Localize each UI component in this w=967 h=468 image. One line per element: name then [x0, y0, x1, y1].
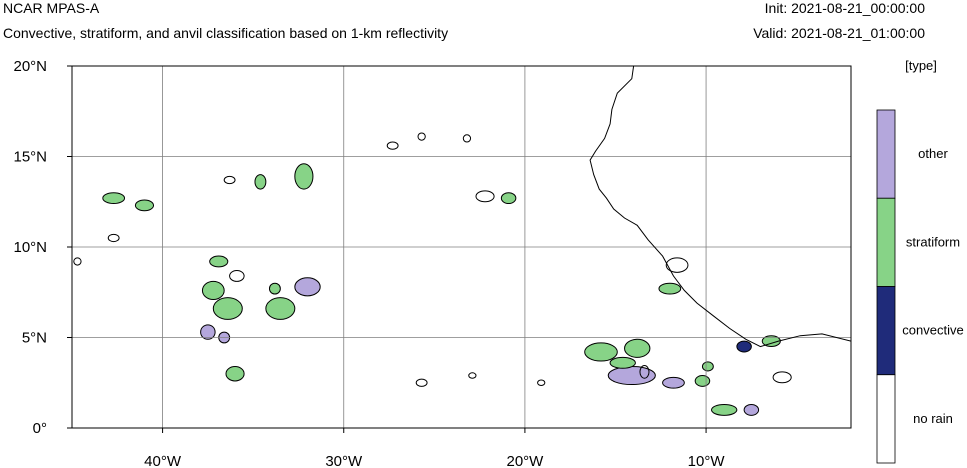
precip-cell-none [475, 190, 495, 203]
colorbar-swatch [876, 286, 896, 376]
plot-title: NCAR MPAS-A [3, 0, 100, 16]
graticule [72, 66, 851, 428]
precip-cell-none [462, 134, 472, 143]
precip-cell-stratiform [102, 192, 126, 205]
precip-cell-none [537, 379, 546, 386]
precip-cell-other [294, 277, 321, 297]
precip-cell-stratiform [134, 199, 155, 212]
precip-cell-stratiform [584, 342, 618, 362]
y-axis: 20°N 15°N 10°N 5°N 0° [13, 58, 72, 437]
coastline [589, 66, 851, 348]
x-tick-label: 10°W [688, 453, 726, 468]
precip-cell-stratiform [265, 297, 296, 320]
colorbar-swatch [876, 197, 896, 287]
colorbar-label: convective [902, 323, 963, 338]
plot-subtitle: Convective, stratiform, and anvil classi… [3, 25, 449, 41]
x-tick-label: 20°W [506, 453, 544, 468]
precip-cell-other [662, 376, 685, 389]
init-time: Init: 2021-08-21_00:00:00 [764, 0, 925, 16]
precip-cell-stratiform [225, 365, 245, 382]
colorbar: [type] other stratiform convective no rain [876, 58, 964, 464]
precip-cell-none [223, 175, 236, 185]
precip-cell-stratiform [268, 282, 281, 295]
precip-cell-stratiform [658, 282, 682, 295]
precip-cell-stratiform [711, 403, 738, 416]
precip-cell-none [73, 257, 82, 266]
x-tick-label: 30°W [325, 453, 363, 468]
y-tick-label: 5°N [22, 330, 47, 347]
precip-cell-none [417, 132, 426, 141]
y-tick-label: 0° [33, 420, 47, 437]
precip-cell-none [772, 371, 792, 384]
precip-cell-none [386, 141, 399, 150]
precip-cell-none [468, 372, 477, 379]
colorbar-label: stratiform [906, 234, 960, 249]
x-tick-label: 40°W [144, 453, 182, 468]
colorbar-label: no rain [913, 411, 953, 426]
y-tick-label: 15°N [13, 149, 47, 166]
precip-cell-stratiform [500, 192, 517, 205]
precip-cell-stratiform [254, 174, 267, 190]
precip-cell-stratiform [209, 255, 229, 268]
precip-cell-stratiform [212, 297, 243, 320]
colorbar-swatch [876, 109, 896, 199]
valid-time: Valid: 2021-08-21_01:00:00 [753, 25, 925, 41]
colorbar-unit-label: [type] [905, 58, 937, 73]
y-tick-label: 20°N [13, 58, 47, 75]
y-tick-label: 10°N [13, 239, 47, 256]
precip-cell-none [639, 365, 650, 379]
precip-cell-convective [736, 340, 752, 353]
precip-cell-stratiform [624, 338, 651, 358]
precip-cell-stratiform [701, 361, 714, 372]
precip-cell-none [415, 378, 428, 387]
precip-cell-none [229, 270, 245, 282]
precip-cells-layer [73, 132, 792, 416]
precip-cell-none [107, 233, 120, 243]
precip-cell-stratiform [294, 163, 314, 190]
colorbar-swatch [876, 374, 896, 464]
precip-cell-stratiform [201, 280, 225, 300]
precip-cell-other [743, 403, 760, 416]
precip-cell-none [665, 257, 689, 273]
colorbar-label: other [918, 146, 948, 161]
precip-cell-stratiform [694, 375, 711, 387]
precip-cell-stratiform [609, 356, 636, 369]
x-axis: 40°W 30°W 20°W 10°W [144, 428, 725, 468]
precip-cell-other [200, 324, 216, 340]
